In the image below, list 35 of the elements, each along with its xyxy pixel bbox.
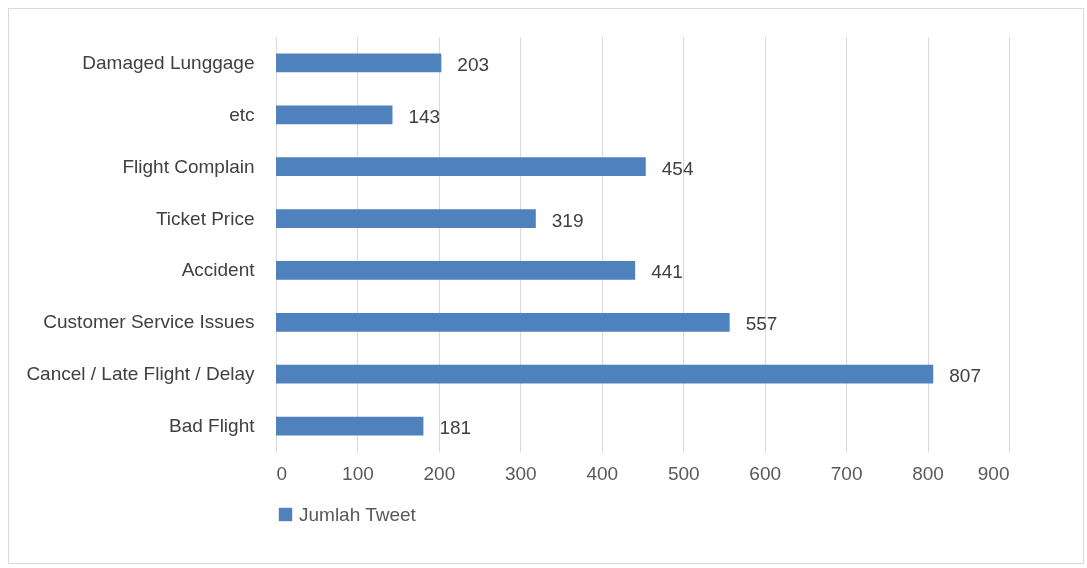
data-label: 319 xyxy=(551,209,584,231)
bar xyxy=(276,312,730,332)
bar xyxy=(276,416,424,436)
bar xyxy=(276,209,536,228)
bar xyxy=(276,157,646,177)
bar xyxy=(276,261,636,280)
x-tick-label: 600 xyxy=(749,462,782,484)
data-label: 181 xyxy=(439,417,472,439)
x-tick-label: 500 xyxy=(667,462,700,484)
data-label: 143 xyxy=(408,105,441,127)
data-label: 441 xyxy=(651,261,683,283)
x-tick-label: 0 xyxy=(276,462,288,484)
bar xyxy=(276,364,934,384)
y-tick-label: Ticket Price xyxy=(155,207,255,229)
bar xyxy=(276,105,393,125)
data-label: 203 xyxy=(457,53,490,75)
y-tick-label: Accident xyxy=(181,259,256,281)
bar xyxy=(276,53,442,73)
data-label: 454 xyxy=(661,157,694,179)
y-tick-label: Damaged Lunggage xyxy=(82,51,255,73)
y-tick-label: Customer Service Issues xyxy=(43,311,255,333)
x-tick-label: 800 xyxy=(912,462,944,484)
y-tick-label: etc xyxy=(229,103,255,125)
data-label: 807 xyxy=(949,365,981,387)
x-tick-label: 300 xyxy=(504,462,537,484)
x-tick-label: 900 xyxy=(977,462,1010,484)
x-tick-label: 100 xyxy=(342,462,374,484)
x-tick-label: 200 xyxy=(423,462,456,484)
y-tick-label: Flight Complain xyxy=(122,155,255,177)
legend-label: Jumlah Tweet xyxy=(299,503,417,525)
x-tick-label: 400 xyxy=(586,462,619,484)
data-label: 557 xyxy=(745,313,778,335)
y-tick-label: Cancel / Late Flight / Delay xyxy=(26,363,255,385)
x-tick-label: 700 xyxy=(830,462,863,484)
y-tick-label: Bad Flight xyxy=(168,415,256,437)
